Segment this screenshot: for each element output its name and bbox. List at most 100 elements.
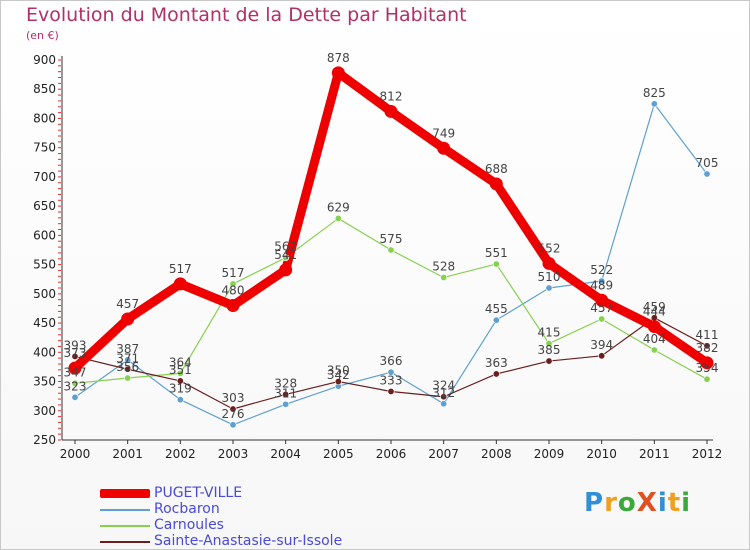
- data-point-rocbaron: [387, 368, 395, 376]
- legend-label: Carnoules: [154, 517, 224, 533]
- legend-label: Rocbaron: [154, 501, 220, 517]
- x-tick-label: 2009: [534, 447, 565, 461]
- x-tick-label: 2010: [586, 447, 617, 461]
- y-tick-label: 700: [33, 170, 56, 184]
- data-label-puget-ville: 382: [696, 341, 719, 355]
- data-point-puget-ville: [121, 312, 135, 326]
- data-point-puget-ville: [437, 141, 451, 155]
- data-point-puget-ville: [700, 356, 714, 370]
- data-label-puget-ville: 373: [64, 346, 87, 360]
- data-label-rocbaron: 510: [538, 270, 561, 284]
- y-tick-label: 450: [33, 316, 56, 330]
- data-point-sainte-anastasie-sur-issole: [387, 387, 395, 395]
- data-label-puget-ville: 688: [485, 162, 508, 176]
- data-point-puget-ville: [331, 66, 345, 80]
- data-point-rocbaron: [703, 170, 711, 178]
- data-point-carnoules: [124, 374, 132, 382]
- data-point-sainte-anastasie-sur-issole: [334, 378, 342, 386]
- y-tick-label: 800: [33, 111, 56, 125]
- y-tick-label: 250: [33, 433, 56, 447]
- x-tick-label: 2008: [481, 447, 512, 461]
- data-label-puget-ville: 552: [538, 241, 561, 255]
- data-label-sainte-anastasie-sur-issole: 393: [64, 338, 87, 352]
- y-tick-label: 550: [33, 258, 56, 272]
- x-tick-label: 2000: [60, 447, 91, 461]
- data-label-sainte-anastasie-sur-issole: 459: [643, 300, 666, 314]
- x-tick-label: 2004: [270, 447, 301, 461]
- x-tick-label: 2001: [112, 447, 143, 461]
- data-point-puget-ville: [384, 104, 398, 118]
- data-label-carnoules: 356: [116, 360, 139, 374]
- data-label-carnoules: 629: [327, 200, 350, 214]
- data-label-rocbaron: 319: [169, 382, 192, 396]
- legend-item-carnoules[interactable]: Carnoules: [100, 517, 420, 533]
- data-point-puget-ville: [173, 277, 187, 291]
- data-point-sainte-anastasie-sur-issole: [598, 352, 606, 360]
- data-point-rocbaron: [545, 284, 553, 292]
- data-point-sainte-anastasie-sur-issole: [229, 405, 237, 413]
- data-label-rocbaron: 312: [432, 386, 455, 400]
- data-point-carnoules: [598, 315, 606, 323]
- data-label-carnoules: 415: [538, 326, 561, 340]
- data-point-rocbaron: [492, 316, 500, 324]
- data-point-sainte-anastasie-sur-issole: [124, 365, 132, 373]
- legend-item-puget-ville[interactable]: PUGET-VILLE: [100, 485, 420, 501]
- data-label-sainte-anastasie-sur-issole: 350: [327, 364, 350, 378]
- data-label-puget-ville: 812: [380, 89, 403, 103]
- data-labels: 323 387 319 276 311 342 366 312 455 510 522 825 705 3…: [64, 51, 719, 421]
- data-point-carnoules: [71, 379, 79, 387]
- data-point-sainte-anastasie-sur-issole: [282, 390, 290, 398]
- data-point-sainte-anastasie-sur-issole: [492, 370, 500, 378]
- data-label-sainte-anastasie-sur-issole: 394: [590, 338, 613, 352]
- data-label-carnoules: 551: [485, 246, 508, 260]
- data-point-rocbaron: [229, 421, 237, 429]
- data-point-carnoules: [650, 346, 658, 354]
- data-point-puget-ville: [542, 256, 556, 270]
- data-point-puget-ville: [595, 293, 609, 307]
- data-label-rocbaron: 311: [274, 386, 297, 400]
- y-tick-label: 650: [33, 199, 56, 213]
- data-label-carnoules: 457: [590, 301, 613, 315]
- legend-swatch: [100, 489, 150, 498]
- axes: 250 300 350 400 450 500 550 600 650 700 750 800 850 9…: [33, 53, 722, 461]
- data-label-sainte-anastasie-sur-issole: 328: [274, 376, 297, 390]
- data-label-rocbaron: 387: [116, 342, 139, 356]
- y-tick-label: 850: [33, 82, 56, 96]
- data-point-sainte-anastasie-sur-issole: [71, 352, 79, 360]
- data-label-rocbaron: 323: [64, 379, 87, 393]
- data-point-puget-ville: [226, 299, 240, 313]
- data-label-rocbaron: 522: [590, 263, 613, 277]
- y-tick-label: 900: [33, 53, 56, 67]
- legend-label: Sainte-Anastasie-sur-Issole: [154, 533, 343, 549]
- x-tick-label: 2006: [376, 447, 407, 461]
- legend-item-rocbaron[interactable]: Rocbaron: [100, 501, 420, 517]
- data-label-carnoules: 562: [274, 240, 297, 254]
- data-label-rocbaron: 455: [485, 302, 508, 316]
- data-point-sainte-anastasie-sur-issole: [703, 342, 711, 350]
- data-label-sainte-anastasie-sur-issole: 371: [116, 351, 139, 365]
- data-point-sainte-anastasie-sur-issole: [440, 393, 448, 401]
- data-label-sainte-anastasie-sur-issole: 351: [169, 363, 192, 377]
- chart-title: Evolution du Montant de la Dette par Hab…: [26, 4, 467, 26]
- data-point-carnoules: [440, 273, 448, 281]
- proxiti-logo: ProXiti: [584, 488, 692, 518]
- x-tick-label: 2007: [428, 447, 459, 461]
- data-label-puget-ville: 444: [643, 305, 666, 319]
- data-label-sainte-anastasie-sur-issole: 411: [696, 328, 719, 342]
- data-point-carnoules: [492, 260, 500, 268]
- data-point-sainte-anastasie-sur-issole: [545, 357, 553, 365]
- data-label-rocbaron: 276: [222, 407, 245, 421]
- data-point-puget-ville: [279, 263, 293, 277]
- chart-subtitle: (en €): [26, 29, 59, 42]
- x-tick-label: 2002: [165, 447, 196, 461]
- legend-item-sainte-anastasie-sur-issole[interactable]: Sainte-Anastasie-sur-Issole: [100, 533, 420, 549]
- data-point-puget-ville: [489, 177, 503, 191]
- data-label-carnoules: 404: [643, 332, 666, 346]
- data-point-puget-ville: [647, 320, 661, 334]
- data-point-rocbaron: [71, 393, 79, 401]
- data-point-rocbaron: [650, 100, 658, 108]
- data-label-puget-ville: 489: [590, 278, 613, 292]
- data-label-rocbaron: 342: [327, 368, 350, 382]
